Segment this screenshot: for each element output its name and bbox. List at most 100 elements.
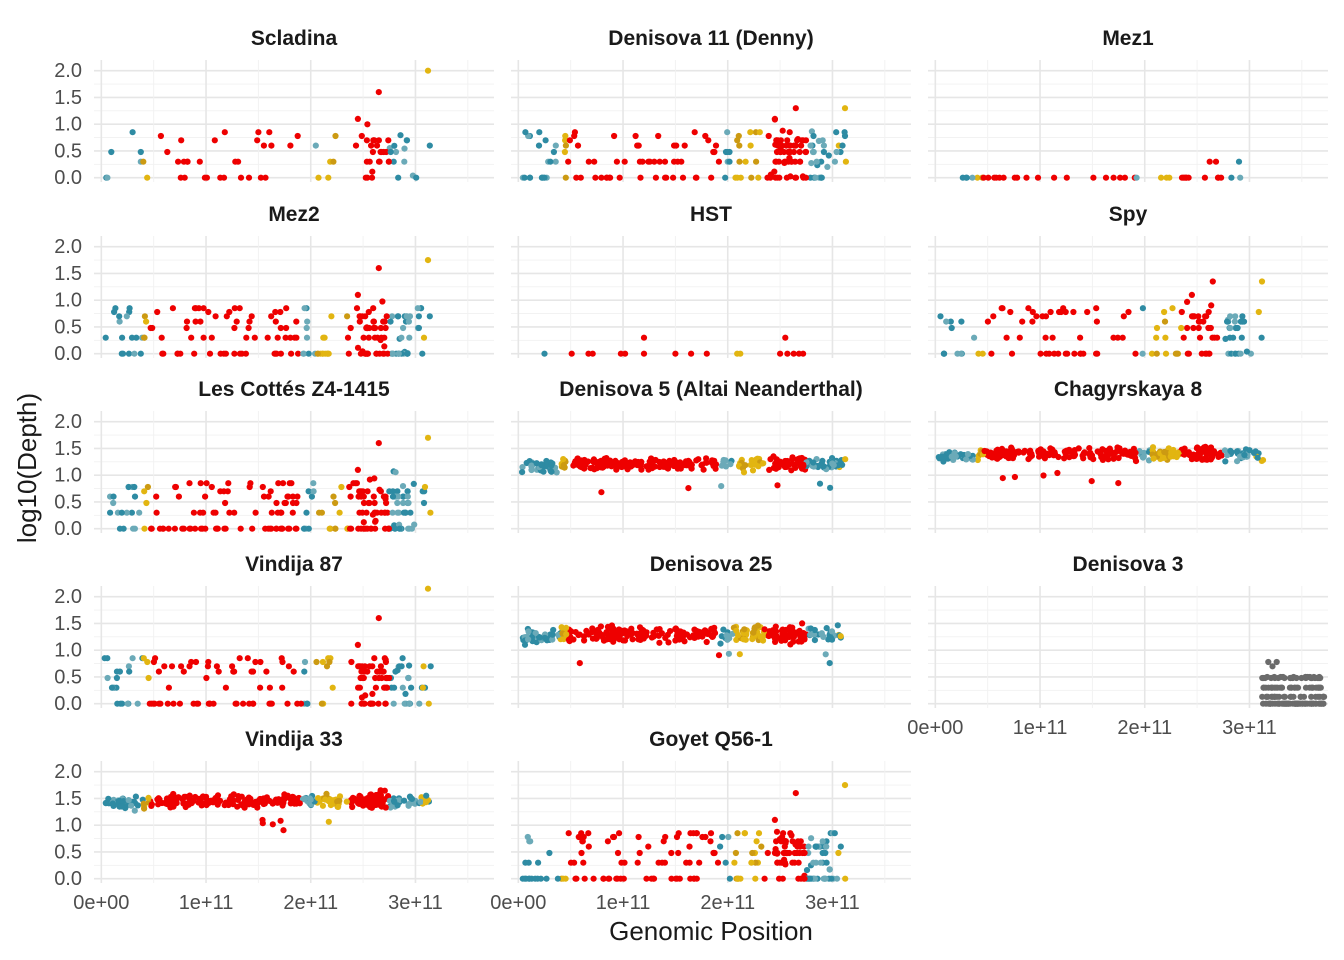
data-point xyxy=(1188,291,1195,298)
data-point xyxy=(777,350,784,357)
data-point xyxy=(1168,450,1175,457)
x-axis-title: Genomic Position xyxy=(609,916,813,946)
data-point xyxy=(1306,700,1313,707)
data-point xyxy=(736,158,743,165)
data-point xyxy=(522,129,529,136)
data-point xyxy=(781,838,788,845)
data-point xyxy=(308,493,315,500)
data-point xyxy=(988,350,995,357)
data-point xyxy=(406,662,413,669)
data-point xyxy=(605,875,612,882)
data-point xyxy=(287,334,294,341)
data-point xyxy=(375,265,382,272)
data-point xyxy=(948,324,955,332)
x-tick-label: 0e+00 xyxy=(490,892,546,914)
data-point xyxy=(1238,334,1245,341)
data-point xyxy=(708,174,715,181)
data-point xyxy=(273,525,280,532)
data-point xyxy=(1153,350,1160,357)
panel: Vindija 33 0.0 0.5 1.0 1.5 2.0 0e+00 1e+11 2e+11… xyxy=(54,728,494,914)
data-point xyxy=(1215,451,1222,458)
data-point xyxy=(352,480,359,487)
data-point xyxy=(541,634,548,641)
data-point xyxy=(377,324,384,332)
data-point xyxy=(236,655,243,662)
data-point xyxy=(358,795,365,802)
data-point xyxy=(371,509,378,516)
data-point xyxy=(1227,313,1234,320)
data-point xyxy=(399,684,406,691)
data-point xyxy=(724,129,731,136)
x-tick-label: 3e+11 xyxy=(1222,717,1277,739)
data-point xyxy=(636,461,644,468)
data-point xyxy=(528,462,535,469)
data-point xyxy=(1239,313,1246,320)
data-point xyxy=(812,174,819,181)
data-point xyxy=(718,633,725,640)
data-point xyxy=(752,461,759,468)
data-point xyxy=(1243,348,1250,355)
data-point xyxy=(389,350,396,357)
data-point xyxy=(364,488,371,495)
data-point xyxy=(1271,684,1278,691)
data-point xyxy=(171,525,178,532)
data-point xyxy=(538,462,545,469)
x-tick-label: 3e+11 xyxy=(805,892,860,914)
panel-title: Goyet Q56-1 xyxy=(649,728,773,751)
data-point xyxy=(771,816,779,824)
data-point xyxy=(110,499,117,507)
data-point xyxy=(326,658,333,666)
panel-title: Spy xyxy=(1109,203,1148,226)
data-point xyxy=(1302,684,1310,691)
data-point xyxy=(252,658,259,666)
data-point xyxy=(841,129,848,136)
data-point xyxy=(773,458,780,465)
data-point xyxy=(963,174,970,181)
data-point xyxy=(213,663,220,670)
data-point xyxy=(550,626,557,634)
y-tick-label: 2.0 xyxy=(54,60,82,82)
data-point xyxy=(200,509,207,516)
data-point xyxy=(152,655,159,662)
data-point xyxy=(1027,447,1034,454)
data-point xyxy=(268,142,275,149)
data-point xyxy=(246,318,253,325)
data-point xyxy=(766,466,773,473)
data-point xyxy=(234,803,241,810)
y-tick-label: 0.0 xyxy=(54,693,82,715)
data-point xyxy=(318,509,325,516)
data-point xyxy=(1088,478,1095,485)
data-point xyxy=(268,525,275,532)
data-point xyxy=(1209,334,1216,341)
data-point xyxy=(779,127,786,134)
data-point xyxy=(825,152,832,159)
data-point xyxy=(969,174,976,181)
data-point xyxy=(681,142,688,149)
data-point xyxy=(419,350,426,357)
panel: Les Cottés Z4-1415 0.0 0.5 1.0 1.5 2.0 xyxy=(54,378,494,540)
data-point xyxy=(820,875,827,882)
data-point xyxy=(818,158,825,165)
data-point xyxy=(1029,308,1036,316)
data-point xyxy=(1161,318,1169,325)
data-point xyxy=(613,630,620,638)
data-point xyxy=(259,483,266,491)
data-point xyxy=(1239,318,1246,325)
data-point xyxy=(382,700,389,707)
data-point xyxy=(369,663,376,670)
data-point xyxy=(1016,334,1023,341)
data-point xyxy=(637,174,644,181)
data-point xyxy=(549,460,556,467)
data-point xyxy=(1062,350,1069,357)
data-point xyxy=(787,148,794,156)
data-point xyxy=(1275,700,1282,707)
data-point xyxy=(568,350,575,357)
data-point xyxy=(1222,458,1229,465)
data-point xyxy=(1061,448,1068,455)
data-point xyxy=(742,462,749,469)
data-point xyxy=(102,334,109,341)
data-point xyxy=(148,525,155,532)
data-point xyxy=(826,660,833,667)
data-point xyxy=(795,875,802,882)
data-point xyxy=(1233,448,1241,455)
